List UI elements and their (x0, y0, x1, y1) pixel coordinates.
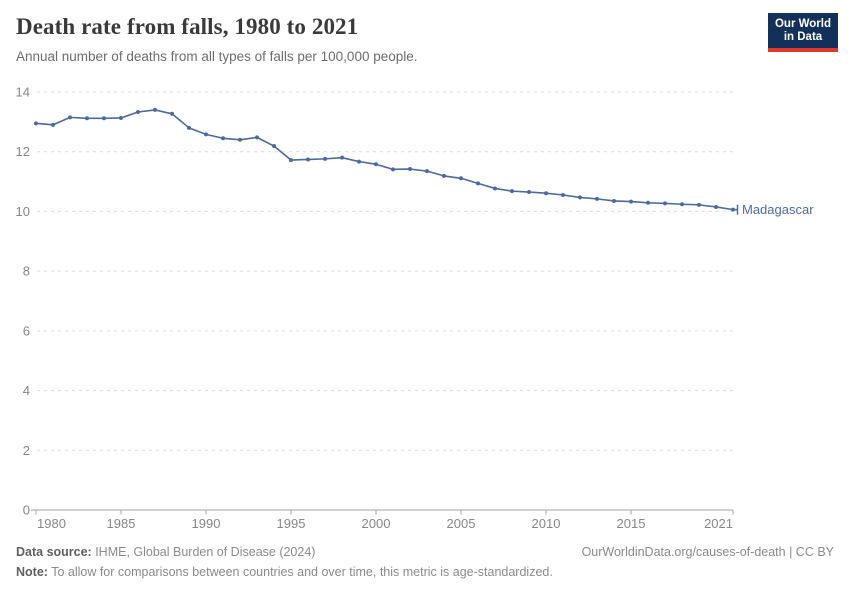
data-point-2005 (459, 176, 463, 181)
x-tick-label-1995: 1995 (277, 516, 306, 531)
data-point-1983 (85, 116, 89, 121)
data-point-1990 (204, 132, 208, 137)
footer-source-row: Data source: IHME, Global Burden of Dise… (16, 543, 834, 561)
y-tick-label-10: 10 (16, 204, 30, 219)
data-point-1984 (102, 116, 106, 121)
y-tick-label-6: 6 (23, 323, 30, 338)
data-point-1996 (306, 157, 310, 162)
owid-logo[interactable]: Our World in Data (768, 13, 838, 52)
data-point-1995 (289, 158, 293, 163)
owid-logo-line2: in Data (783, 31, 823, 43)
data-point-1986 (136, 110, 140, 115)
data-point-1991 (221, 136, 225, 141)
data-point-2016 (646, 200, 650, 205)
data-point-2014 (612, 198, 616, 203)
data-point-2007 (493, 186, 497, 191)
data-point-2000 (374, 162, 378, 167)
series-line-madagascar (35, 109, 734, 211)
chart-footer: Data source: IHME, Global Burden of Dise… (16, 543, 834, 581)
x-tick-label-2021: 2021 (704, 516, 733, 531)
data-point-1980 (34, 121, 38, 126)
note-label: Note: (16, 565, 48, 580)
data-point-2008 (510, 189, 514, 194)
data-point-2001 (391, 167, 395, 172)
x-tick-label-2005: 2005 (447, 516, 476, 531)
y-tick-label-0: 0 (23, 503, 30, 518)
data-point-2017 (663, 201, 667, 206)
data-point-2010 (544, 191, 548, 196)
data-source-text: IHME, Global Burden of Disease (2024) (91, 545, 316, 559)
x-tick-label-1985: 1985 (107, 516, 136, 531)
data-point-2002 (408, 167, 412, 172)
note-text: To allow for comparisons between countri… (47, 565, 553, 580)
data-point-1982 (68, 115, 72, 120)
data-point-2015 (629, 199, 633, 204)
owid-url-link[interactable]: OurWorldinData.org/causes-of-death | CC … (581, 545, 834, 559)
data-point-1989 (187, 125, 191, 130)
owid-logo-text: Our World in Data (768, 13, 838, 48)
x-tick-label-2015: 2015 (617, 516, 646, 531)
owid-logo-line1: Our World (774, 18, 831, 30)
x-tick-label-2010: 2010 (532, 516, 561, 531)
data-point-1997 (323, 156, 327, 161)
x-tick-label-1990: 1990 (192, 516, 221, 531)
entity-label-madagascar: Madagascar (742, 202, 814, 217)
y-tick-label-14: 14 (16, 85, 30, 100)
data-point-2020 (714, 204, 718, 209)
x-tick-label-2000: 2000 (362, 516, 391, 531)
data-source: Data source: IHME, Global Burden of Dise… (16, 543, 315, 561)
data-point-1988 (170, 111, 174, 116)
data-source-label: Data source: (16, 545, 92, 559)
data-point-1999 (357, 159, 361, 164)
y-tick-label-12: 12 (16, 144, 30, 159)
data-point-2004 (442, 173, 446, 178)
data-point-1985 (119, 115, 123, 120)
data-point-1987 (153, 107, 157, 112)
y-tick-label-8: 8 (23, 264, 30, 279)
chart-header: Death rate from falls, 1980 to 2021 Annu… (16, 14, 656, 64)
data-point-1998 (340, 155, 344, 160)
data-point-1981 (51, 122, 55, 127)
data-point-2003 (425, 169, 429, 174)
chart-title: Death rate from falls, 1980 to 2021 (16, 14, 359, 39)
data-point-2018 (680, 202, 684, 207)
data-point-2009 (527, 190, 531, 195)
x-tick-label-1980: 1980 (37, 516, 66, 531)
data-point-1994 (272, 144, 276, 149)
data-point-1993 (255, 135, 259, 140)
data-point-1992 (238, 137, 242, 142)
data-point-2013 (595, 196, 599, 201)
y-tick-label-2: 2 (23, 443, 30, 458)
chart-subtitle: Annual number of deaths from all types o… (16, 49, 418, 64)
data-point-2011 (561, 193, 565, 198)
data-point-2012 (578, 195, 582, 200)
data-point-2019 (697, 202, 701, 207)
y-tick-label-4: 4 (23, 383, 30, 398)
footer-note: Note: To allow for comparisons between c… (16, 563, 834, 581)
data-point-2006 (476, 181, 480, 186)
